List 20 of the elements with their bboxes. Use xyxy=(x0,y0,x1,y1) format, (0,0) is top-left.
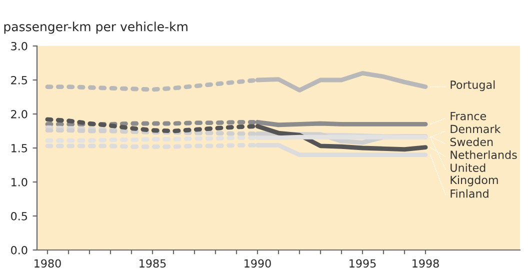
text: Finland xyxy=(450,189,488,198)
text: France xyxy=(450,112,486,120)
y-tick-label: 2.5 xyxy=(11,76,27,84)
y-tick-label: 1.0 xyxy=(12,178,28,186)
x-tick-label: 1990 xyxy=(244,259,271,268)
y-tick-label: 1.5 xyxy=(12,144,27,152)
text: Netherlands xyxy=(450,150,517,160)
text: Portugal xyxy=(450,80,495,92)
x-tick-label: 1995 xyxy=(350,259,376,268)
text: Sweden xyxy=(450,138,493,146)
x-tick-label: 1985 xyxy=(140,259,166,268)
y-tick-label: 0.0 xyxy=(11,246,28,254)
y-axis-title: passenger-km per vehicle-km xyxy=(4,22,188,34)
text: Denmark xyxy=(450,124,501,134)
text: United Kingdom xyxy=(450,163,498,186)
y-tick-label: 2.0 xyxy=(11,110,28,118)
x-tick-label: 1998 xyxy=(412,259,439,268)
y-tick-label: 0.5 xyxy=(11,212,27,220)
x-tick-label: 1980 xyxy=(34,259,61,268)
y-tick-label: 3.0 xyxy=(11,42,28,50)
